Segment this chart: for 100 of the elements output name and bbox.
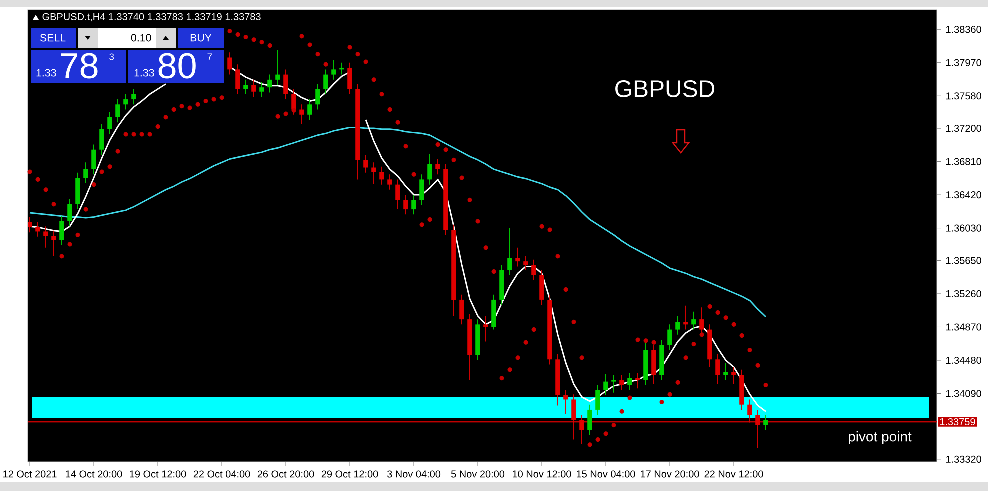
- candlestick: [292, 88, 296, 116]
- x-tick-label: 3 Nov 04:00: [387, 470, 441, 478]
- y-tick-label: 1.34870: [946, 324, 982, 331]
- candlestick: [68, 198, 72, 228]
- candlestick: [332, 60, 336, 80]
- candlestick: [460, 294, 464, 326]
- annotation: 3: [110, 54, 114, 60]
- candlestick: [124, 94, 128, 110]
- annotation: 1.33: [36, 69, 56, 77]
- text: pivot point: [848, 431, 912, 445]
- candlestick: [252, 79, 256, 98]
- x-tick-label: 19 Oct 12:00: [130, 470, 186, 478]
- x-tick-label: 29 Oct 12:00: [322, 470, 378, 478]
- candlestick: [404, 194, 408, 216]
- candlestick: [116, 99, 120, 124]
- x-tick-label: 22 Oct 04:00: [194, 470, 250, 478]
- y-tick-label: 1.34090: [946, 390, 982, 398]
- candlestick: [716, 354, 720, 385]
- annotation: 78: [61, 53, 98, 79]
- candlestick: [700, 307, 704, 336]
- candlestick: [36, 222, 40, 238]
- candlestick: [308, 99, 312, 120]
- candlestick: [516, 247, 520, 268]
- candlestick: [580, 414, 584, 445]
- candlestick: [588, 404, 592, 436]
- x-tick-label: 10 Nov 12:00: [513, 470, 572, 478]
- y-tick-label: 1.36810: [946, 158, 982, 166]
- annotation: 7: [208, 54, 212, 60]
- candlestick: [420, 174, 424, 206]
- candlestick: [636, 372, 640, 390]
- y-tick-label: 1.38360: [946, 26, 982, 34]
- annotation: BUY: [190, 34, 212, 42]
- candlestick: [564, 390, 568, 415]
- candlestick: [324, 69, 328, 95]
- candlestick: [388, 174, 392, 190]
- candlestick: [732, 366, 736, 385]
- x-tick-label: 17 Nov 20:00: [641, 470, 700, 478]
- candlestick: [132, 88, 136, 106]
- y-tick-label: 1.36420: [946, 192, 982, 199]
- candlestick: [596, 384, 600, 416]
- annotation: 1.33: [134, 69, 154, 77]
- candlestick: [260, 82, 264, 98]
- x-tick-label: 22 Nov 12:00: [704, 470, 764, 478]
- candlestick: [100, 124, 104, 156]
- chart-title: GBPUSD.t,H4 1.33740 1.33783 1.33719 1.33783: [42, 13, 261, 22]
- ref-line-label: 1.33759: [940, 418, 976, 426]
- candlestick: [348, 62, 352, 95]
- candlestick: [276, 50, 280, 86]
- y-tick-label: 1.37200: [946, 124, 982, 132]
- candlestick: [244, 79, 248, 95]
- candlestick: [604, 374, 608, 396]
- candlestick: [436, 158, 440, 176]
- candlestick: [756, 409, 760, 449]
- candlestick: [412, 194, 416, 216]
- candlestick: [724, 362, 728, 381]
- candlestick: [508, 228, 512, 276]
- candlestick: [572, 394, 576, 440]
- candlestick: [532, 259, 536, 281]
- candlestick: [628, 372, 632, 391]
- y-tick-label: 1.33320: [946, 456, 982, 463]
- annotation: 0.10: [131, 34, 152, 42]
- candlestick: [340, 62, 344, 76]
- candlestick: [668, 324, 672, 351]
- candlestick: [620, 374, 624, 391]
- candlestick: [676, 316, 680, 336]
- x-tick-label: 26 Oct 20:00: [258, 470, 314, 478]
- candlestick: [372, 162, 376, 184]
- annotation: 80: [158, 53, 196, 79]
- candlestick: [284, 69, 288, 100]
- y-tick-label: 1.37580: [946, 92, 982, 100]
- y-tick-label: 1.35260: [946, 290, 982, 298]
- candlestick: [108, 112, 112, 135]
- y-tick-label: 1.37970: [946, 59, 982, 66]
- candlestick: [316, 84, 320, 110]
- y-tick-label: 1.35650: [946, 257, 982, 264]
- x-tick-label: 12 Oct 2021: [4, 470, 57, 478]
- candlestick: [92, 144, 96, 176]
- candlestick: [748, 399, 752, 424]
- candlestick: [364, 154, 368, 174]
- candlestick: [396, 179, 400, 210]
- y-tick-label: 1.34480: [946, 356, 982, 364]
- candlestick: [44, 226, 48, 248]
- candlestick: [764, 414, 768, 431]
- candlestick: [84, 162, 88, 184]
- candlestick: [300, 104, 304, 125]
- candlestick: [60, 216, 64, 246]
- candlestick: [612, 374, 616, 394]
- candlestick: [428, 154, 432, 186]
- y-tick-label: 1.36030: [946, 224, 982, 232]
- candlestick: [692, 311, 696, 330]
- candlestick: [228, 52, 232, 76]
- x-tick-label: 15 Nov 04:00: [577, 470, 636, 478]
- candlestick: [684, 305, 688, 330]
- candlestick: [52, 230, 56, 257]
- x-tick-label: 14 Oct 20:00: [66, 470, 122, 478]
- x-tick-label: 5 Nov 20:00: [451, 470, 505, 478]
- candlestick: [484, 316, 488, 342]
- candlestick: [380, 166, 384, 186]
- candlestick: [268, 74, 272, 94]
- annotation: GBPUSD: [616, 80, 715, 98]
